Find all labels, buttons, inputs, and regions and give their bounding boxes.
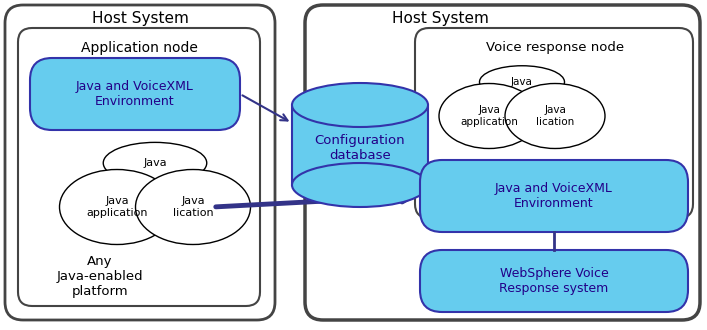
Text: Application node: Application node [81,41,197,55]
Ellipse shape [103,142,206,183]
Text: Java
application: Java application [86,196,148,218]
Ellipse shape [292,83,428,127]
Text: Host System: Host System [392,11,489,25]
Text: Java
application: Java application [460,105,518,127]
FancyBboxPatch shape [18,28,260,306]
Text: Java and VoiceXML
Environment: Java and VoiceXML Environment [495,182,613,210]
Ellipse shape [505,83,605,148]
Text: Java
lication: Java lication [536,105,574,127]
FancyBboxPatch shape [292,105,428,185]
FancyBboxPatch shape [420,160,688,232]
FancyBboxPatch shape [5,5,275,320]
FancyBboxPatch shape [30,58,240,130]
Text: Java: Java [144,158,167,168]
Ellipse shape [479,66,564,98]
Text: Any
Java-enabled
platform: Any Java-enabled platform [57,255,144,298]
FancyBboxPatch shape [415,28,693,218]
Text: Configuration
database: Configuration database [315,134,405,162]
Ellipse shape [439,83,539,148]
Text: WebSphere Voice
Response system: WebSphere Voice Response system [499,267,609,295]
Text: Host System: Host System [92,11,189,25]
Text: Java and VoiceXML
Environment: Java and VoiceXML Environment [76,80,194,108]
Text: Voice response node: Voice response node [486,42,624,54]
Ellipse shape [292,163,428,207]
Text: Java
lication: Java lication [173,196,214,218]
FancyBboxPatch shape [420,250,688,312]
Ellipse shape [59,170,175,245]
FancyBboxPatch shape [305,5,700,320]
Ellipse shape [136,170,250,245]
Text: Java: Java [511,77,533,87]
